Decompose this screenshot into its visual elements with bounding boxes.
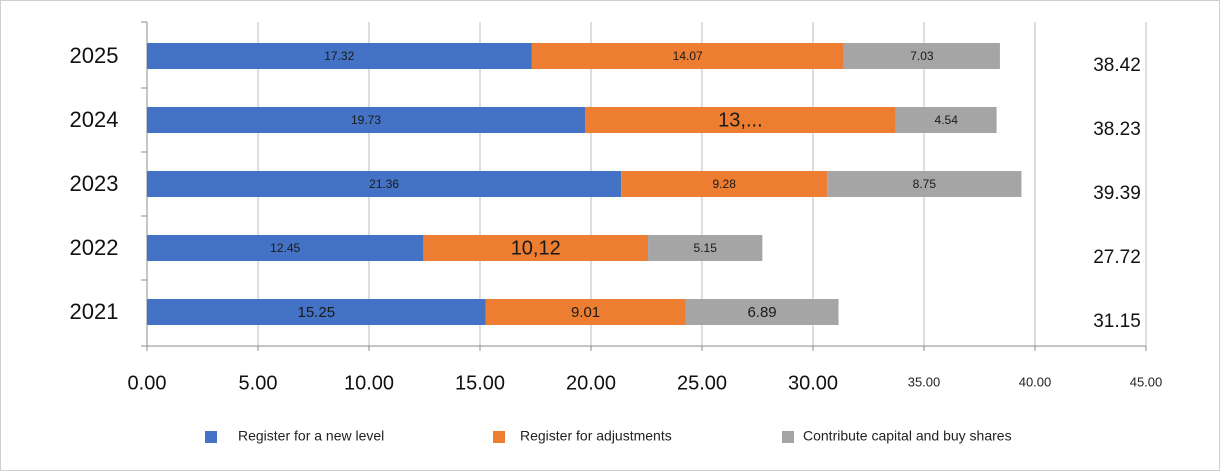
- category-label: 2022: [70, 235, 119, 260]
- x-tick-label: 25.00: [677, 372, 727, 394]
- legend-label: Contribute capital and buy shares: [803, 428, 1012, 444]
- total-label: 27.72: [1093, 247, 1141, 268]
- total-label: 38.42: [1093, 55, 1141, 76]
- x-tick-label: 45.00: [1130, 374, 1163, 389]
- bar-segment: [585, 107, 896, 133]
- x-tick-label: 10.00: [344, 372, 394, 394]
- category-labels: 2025 2024 2023 2022 2021: [70, 43, 119, 324]
- bar-segment: [147, 299, 486, 325]
- x-tick-label: 0.00: [128, 372, 167, 394]
- bar-data-label: 7.03: [910, 49, 934, 63]
- bar-segment: [685, 299, 839, 325]
- x-tick-labels: 0.00 5.00 10.00 15.00 20.00 25.00 30.00 35.00 40…: [128, 372, 1163, 394]
- bar-segment: [648, 235, 763, 261]
- bar-data-label: 9.01: [571, 304, 600, 321]
- bar-segment: [147, 171, 622, 197]
- x-tick-label: 5.00: [239, 372, 278, 394]
- bar-data-label: 14.07: [673, 49, 703, 63]
- category-label: 2024: [70, 107, 119, 132]
- legend-swatch: [493, 431, 505, 443]
- bar-data-label: 9.28: [713, 177, 737, 191]
- bar-data-label: 17.32: [324, 49, 354, 63]
- bar-segment: [147, 43, 532, 69]
- legend-swatch: [205, 431, 217, 443]
- bar-segment: [827, 171, 1022, 197]
- total-label: 31.15: [1093, 311, 1141, 332]
- total-labels: 38.42 38.23 39.39 27.72 31.15: [1093, 55, 1141, 332]
- x-tick-label: 30.00: [788, 372, 838, 394]
- total-label: 38.23: [1093, 119, 1141, 140]
- bar-data-label: 15.25: [298, 304, 336, 321]
- bar-data-label: 19.73: [351, 113, 381, 127]
- category-label: 2025: [70, 43, 119, 68]
- bar-data-label: 4.54: [935, 113, 959, 127]
- bar-data-label: 6.89: [747, 304, 776, 321]
- bar-segment: [531, 43, 844, 69]
- x-tick-label: 35.00: [908, 374, 941, 389]
- x-tick-label: 15.00: [455, 372, 505, 394]
- bar-segment: [147, 235, 424, 261]
- bar-segment: [147, 107, 586, 133]
- x-tick-label: 20.00: [566, 372, 616, 394]
- x-tick-label: 40.00: [1019, 374, 1052, 389]
- bars: [147, 43, 1022, 325]
- category-label: 2023: [70, 171, 119, 196]
- legend: Register for a new level Register for adj…: [205, 428, 1012, 444]
- bar-data-label: 12.45: [270, 241, 300, 255]
- bar-data-label: 21.36: [369, 177, 399, 191]
- bar-segment: [843, 43, 1000, 69]
- bar-segment: [621, 171, 828, 197]
- legend-label: Register for a new level: [238, 428, 384, 444]
- legend-swatch: [782, 431, 794, 443]
- data-labels: 17.32 14.07 7.03 19.73 13,... 4.54 21.36 9.28 8.…: [270, 49, 958, 321]
- bar-data-label: 8.75: [913, 177, 937, 191]
- bar-segment: [485, 299, 686, 325]
- bar-data-label: 5.15: [694, 241, 718, 255]
- total-label: 39.39: [1093, 183, 1141, 204]
- legend-label: Register for adjustments: [520, 428, 672, 444]
- category-label: 2021: [70, 299, 119, 324]
- bar-data-label: 10,12: [511, 237, 561, 259]
- bar-data-label: 13,...: [718, 109, 762, 131]
- bar-segment: [895, 107, 997, 133]
- bar-segment: [423, 235, 649, 261]
